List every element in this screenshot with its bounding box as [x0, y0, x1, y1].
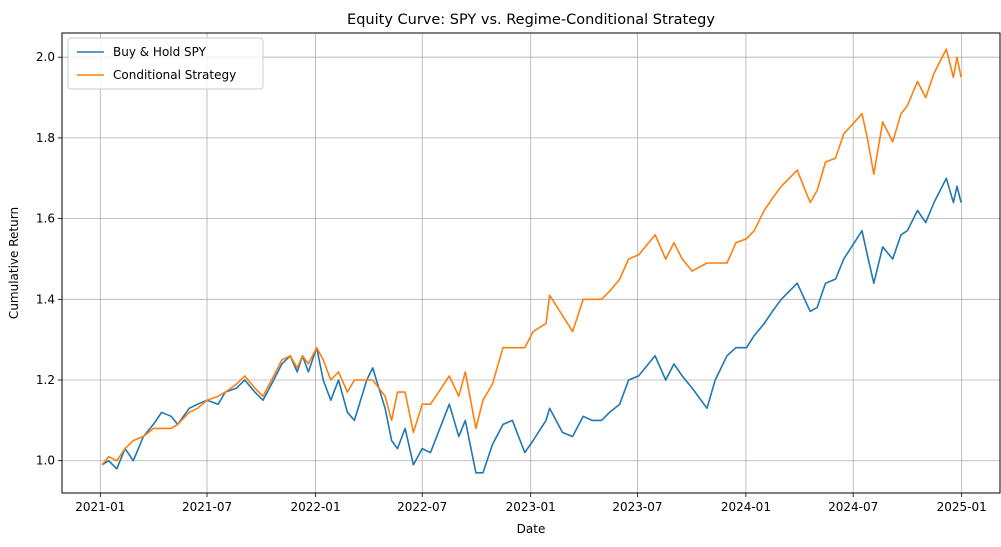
- x-axis-title: Date: [517, 522, 546, 536]
- x-tick-label: 2022-01: [290, 500, 340, 514]
- y-tick-label: 1.0: [36, 454, 55, 468]
- chart-title: Equity Curve: SPY vs. Regime-Conditional…: [347, 12, 715, 28]
- x-tick-label: 2023-01: [506, 500, 556, 514]
- y-tick-label: 1.6: [36, 212, 55, 226]
- x-tick-label: 2021-01: [75, 500, 125, 514]
- x-tick-label: 2021-07: [182, 500, 232, 514]
- y-tick-label: 1.8: [36, 131, 55, 145]
- series-line-conditional-strategy: [101, 48, 962, 466]
- x-axis: 2021-01 2021-07 2022-01 2022-07 2023-01 2023-…: [75, 493, 987, 514]
- x-tick-label: 2022-07: [397, 500, 447, 514]
- y-tick-label: 2.0: [36, 50, 55, 64]
- legend: Buy & Hold SPY Conditional Strategy: [67, 37, 264, 90]
- x-tick-label: 2024-07: [828, 500, 878, 514]
- series-line-buy-hold-spy: [101, 177, 962, 474]
- grid: [62, 33, 1000, 493]
- legend-frame: [67, 37, 264, 90]
- y-tick-label: 1.2: [36, 373, 55, 387]
- x-tick-label: 2024-01: [721, 500, 771, 514]
- y-tick-label: 1.4: [36, 292, 55, 306]
- legend-label-spy: Buy & Hold SPY: [113, 45, 207, 59]
- y-axis-title: Cumulative Return: [7, 207, 21, 319]
- y-axis: 1.0 1.2 1.4 1.6 1.8 2.0: [36, 50, 62, 468]
- legend-label-strategy: Conditional Strategy: [113, 68, 236, 82]
- x-tick-label: 2023-07: [612, 500, 662, 514]
- series-layer: [101, 48, 962, 474]
- x-tick-label: 2025-01: [937, 500, 987, 514]
